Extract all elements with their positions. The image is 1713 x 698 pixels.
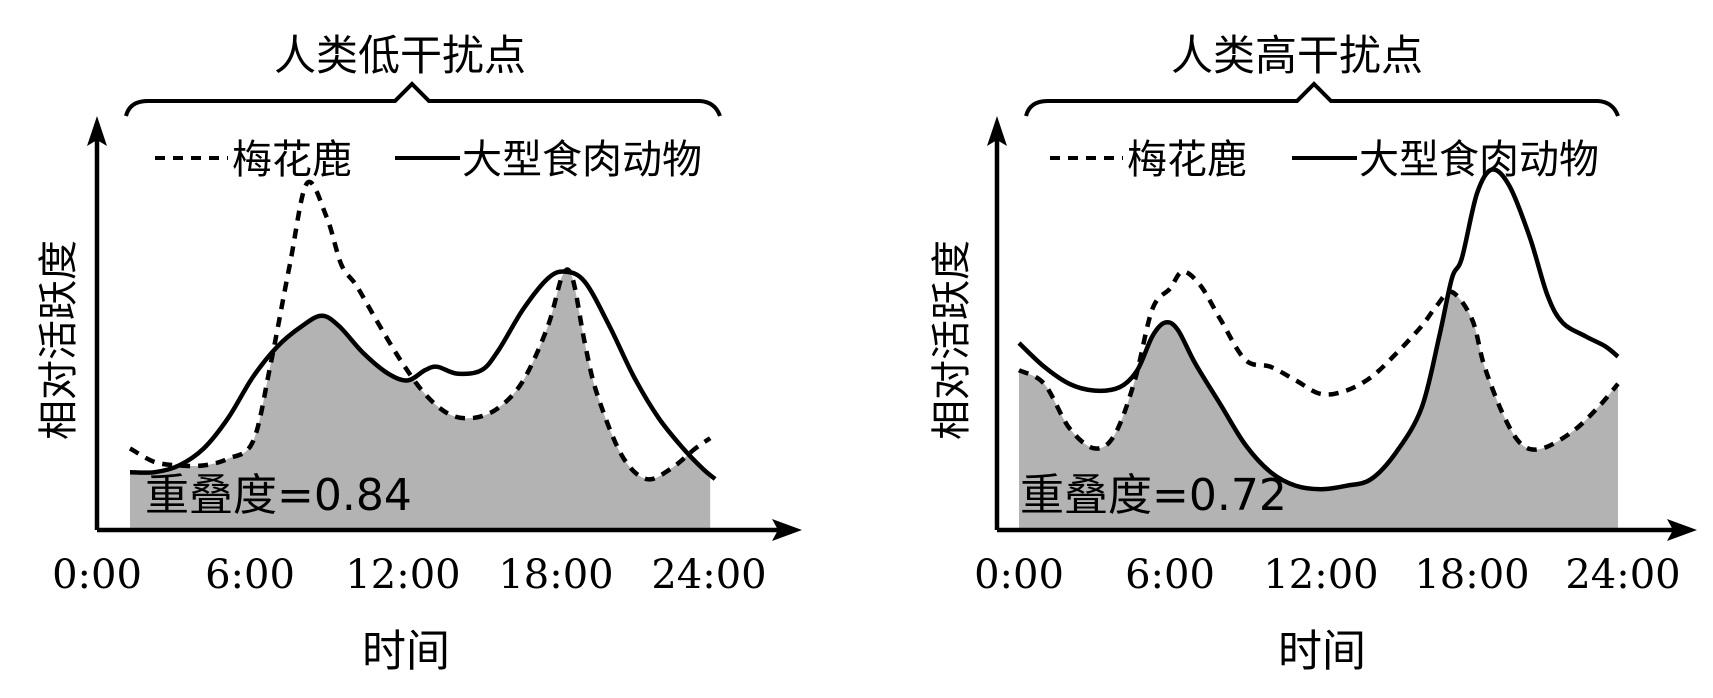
x-tick-label: 24:00: [1565, 552, 1680, 598]
title-brace: [124, 81, 722, 117]
x-tick-label: 24:00: [651, 552, 766, 598]
x-tick-label: 12:00: [1263, 552, 1378, 598]
x-tick-label: 18:00: [1414, 552, 1529, 598]
x-tick-labels: 0:00 6:00 12:00 18:00 24:00: [52, 552, 767, 598]
chart-panel-low-disturbance: 人类低干扰点 梅花鹿 大型食肉动物 相对活跃度 重叠度=0.84 0:00 6:…: [36, 31, 802, 677]
x-tick-label: 0:00: [52, 552, 142, 598]
overlap-label: 重叠度=0.72: [1020, 470, 1287, 521]
x-axis-arrow: [772, 519, 802, 541]
legend: 梅花鹿 大型食肉动物: [1050, 137, 1599, 183]
overlap-label: 重叠度=0.84: [145, 470, 412, 521]
x-tick-labels: 0:00 6:00 12:00 18:00 24:00: [974, 552, 1681, 598]
deer-activity-line: [128, 179, 712, 482]
carnivore-activity-line: [1017, 167, 1620, 492]
legend-label-deer: 梅花鹿: [232, 137, 352, 183]
x-tick-label: 6:00: [1125, 552, 1215, 598]
x-tick-label: 18:00: [498, 552, 613, 598]
x-tick-label: 6:00: [205, 552, 295, 598]
legend-label-carnivore: 大型食肉动物: [1359, 137, 1599, 183]
y-axis-arrow: [87, 116, 107, 146]
y-axis-label: 相对活跃度: [36, 240, 82, 440]
overlap-area: [130, 271, 711, 530]
x-axis-label: 时间: [362, 626, 450, 677]
x-tick-label: 12:00: [345, 552, 460, 598]
carnivore-activity-line: [129, 269, 717, 481]
chart-panel-high-disturbance: 人类高干扰点 梅花鹿 大型食肉动物 相对活跃度 重叠度=0.72 0:00 6:…: [929, 31, 1697, 677]
chart-title: 人类高干扰点: [1171, 31, 1423, 80]
chart-title: 人类低干扰点: [274, 31, 526, 80]
x-tick-label: 0:00: [974, 552, 1064, 598]
legend-label-deer: 梅花鹿: [1127, 137, 1247, 183]
title-brace: [1024, 81, 1620, 117]
y-axis-arrow: [987, 116, 1007, 146]
legend: 梅花鹿 大型食肉动物: [155, 137, 702, 183]
y-axis-label: 相对活跃度: [929, 240, 975, 440]
deer-activity-line: [1017, 269, 1620, 452]
x-axis-label: 时间: [1278, 626, 1366, 677]
x-axis-arrow: [1667, 519, 1697, 541]
legend-label-carnivore: 大型食肉动物: [462, 137, 702, 183]
